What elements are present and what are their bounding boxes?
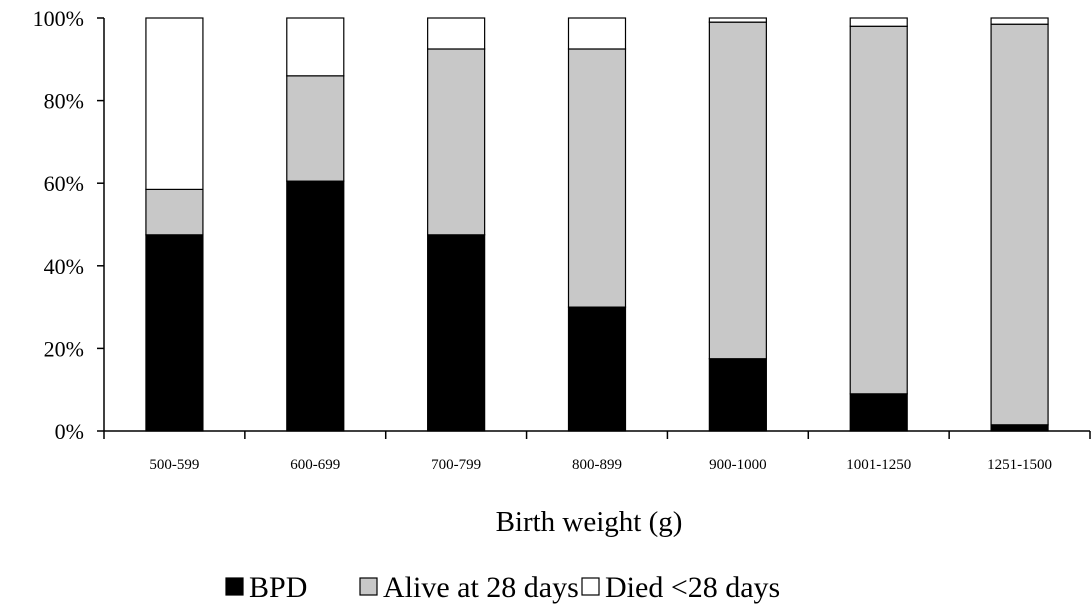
legend-swatch	[225, 577, 244, 596]
bar-segment-bpd	[567, 306, 627, 432]
bar-segment-died-28-days	[567, 17, 627, 50]
legend-label: Died <28 days	[605, 571, 780, 604]
bar-segment-died-28-days	[849, 17, 908, 27]
bar-segment-alive-at-28-days	[567, 48, 627, 308]
x-axis-title: Birth weight (g)	[496, 506, 683, 538]
bar-segment-died-28-days	[145, 17, 204, 190]
y-axis: 0% 20% 40% 60% 80% 100%	[33, 6, 105, 444]
bar-segment-bpd	[145, 234, 204, 432]
bar-segment-bpd	[286, 180, 345, 432]
y-tick-label: 40%	[44, 254, 84, 279]
bar-segment-died-28-days	[990, 17, 1049, 25]
bar-segment-bpd	[990, 424, 1049, 432]
legend-swatch	[581, 577, 600, 596]
bar-segment-bpd	[427, 234, 486, 432]
bar-segment-alive-at-28-days	[286, 75, 345, 182]
legend-label: Alive at 28 days	[383, 571, 579, 604]
legend-label: BPD	[249, 571, 307, 604]
y-tick-label: 80%	[44, 89, 84, 114]
y-tick-label: 0%	[55, 419, 84, 444]
bar-segment-alive-at-28-days	[708, 21, 767, 360]
y-tick-label: 60%	[44, 171, 84, 196]
bars	[145, 17, 1049, 432]
bar-segment-died-28-days	[427, 17, 486, 50]
bar-segment-died-28-days	[708, 17, 767, 23]
bar-segment-alive-at-28-days	[145, 188, 204, 236]
legend: BPD Alive at 28 days Died <28 days	[225, 571, 780, 604]
x-axis: 500-599 600-699 700-799 800-899 900-1000 1001…	[103, 430, 1091, 473]
bar-segment-bpd	[849, 393, 908, 432]
x-tick-label: 700-799	[431, 457, 481, 473]
bar-segment-bpd	[708, 358, 767, 432]
bar-segment-died-28-days	[286, 17, 345, 77]
x-tick-label: 1251-1500	[987, 457, 1052, 473]
x-tick-label: 800-899	[572, 457, 622, 473]
legend-swatch	[359, 577, 378, 596]
bar-segment-alive-at-28-days	[990, 23, 1049, 426]
x-tick-label: 1001-1250	[846, 457, 911, 473]
bar-segment-alive-at-28-days	[427, 48, 486, 236]
y-tick-label: 100%	[33, 6, 84, 31]
x-tick-label: 600-699	[290, 457, 340, 473]
x-tick-label: 500-599	[149, 457, 199, 473]
x-tick-label: 900-1000	[709, 457, 767, 473]
bar-segment-alive-at-28-days	[849, 25, 908, 395]
y-tick-label: 20%	[44, 336, 84, 361]
